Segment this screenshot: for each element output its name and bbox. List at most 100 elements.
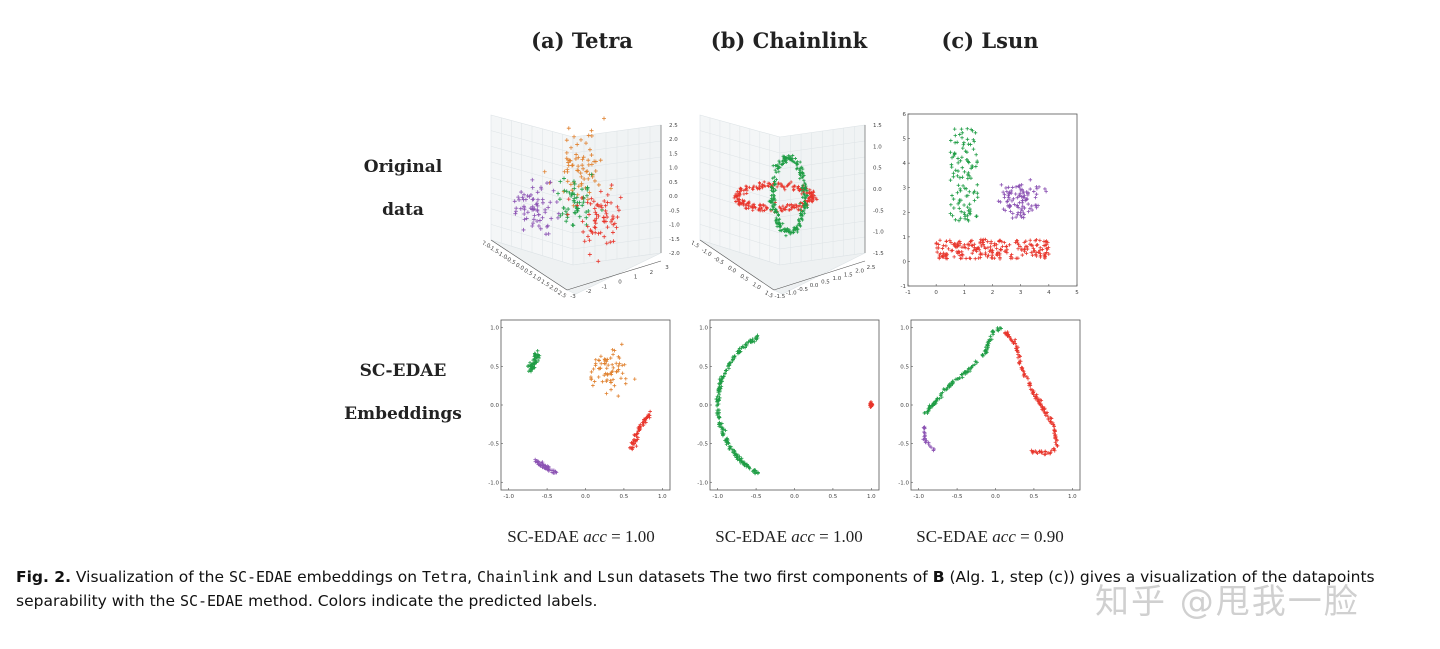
data-point <box>1019 194 1024 199</box>
data-point <box>953 244 957 248</box>
caption-text: Visualization of the <box>70 568 229 586</box>
data-point <box>750 187 755 191</box>
data-point <box>736 193 740 197</box>
data-point <box>803 181 807 185</box>
data-point <box>960 175 965 180</box>
data-point <box>614 225 619 230</box>
data-point <box>723 371 727 375</box>
data-point <box>805 205 809 210</box>
data-point <box>739 201 743 205</box>
z-tick-label: 1.0 <box>873 144 882 150</box>
data-point <box>598 189 603 194</box>
data-point <box>734 192 738 196</box>
x-tick-label: 1.5 <box>763 290 774 300</box>
data-point <box>985 255 990 259</box>
data-point <box>772 182 776 187</box>
data-point <box>988 245 993 249</box>
data-point <box>1015 195 1020 200</box>
data-point <box>1038 248 1042 253</box>
data-point <box>956 169 960 173</box>
data-point <box>999 248 1003 252</box>
data-point <box>632 432 637 437</box>
data-point <box>1046 252 1051 256</box>
data-point <box>962 203 966 207</box>
data-point <box>723 428 728 433</box>
data-point <box>1034 254 1039 258</box>
y-tick-label: 1.0 <box>490 326 499 332</box>
data-point <box>966 246 971 251</box>
data-point <box>622 362 627 367</box>
data-point <box>1038 255 1043 259</box>
data-point <box>955 190 960 195</box>
x-tick-label: -1.0 <box>496 250 509 261</box>
data-point <box>773 168 777 172</box>
data-point <box>584 215 589 220</box>
data-point <box>771 190 775 194</box>
data-point <box>1010 211 1015 216</box>
grid-line <box>572 220 662 234</box>
y-tick-label: 4 <box>903 161 907 167</box>
data-point <box>1029 243 1034 247</box>
data-point <box>799 213 803 217</box>
data-point <box>516 195 521 200</box>
data-point <box>982 245 987 249</box>
data-point <box>570 190 575 195</box>
data-point <box>992 243 997 248</box>
data-point <box>602 116 607 121</box>
data-point <box>978 255 983 260</box>
data-point <box>1024 251 1029 256</box>
data-point <box>572 196 577 201</box>
x-tick-label: 0 <box>934 290 938 296</box>
data-point <box>737 346 742 351</box>
data-point <box>1020 198 1025 203</box>
data-point <box>938 251 943 256</box>
data-point <box>533 352 537 356</box>
data-point <box>1007 197 1011 201</box>
acc-symbol: acc <box>791 527 815 546</box>
data-point <box>755 334 760 339</box>
data-point <box>981 352 985 357</box>
data-point <box>724 442 729 447</box>
data-point <box>734 199 738 203</box>
data-point <box>1043 413 1048 418</box>
x-tick-label: 4 <box>1047 290 1051 296</box>
data-point <box>548 180 553 185</box>
data-point <box>1007 243 1012 247</box>
data-point <box>1043 239 1048 244</box>
data-point <box>620 363 625 368</box>
data-point <box>586 162 591 167</box>
data-point <box>804 204 808 208</box>
data-point <box>956 202 960 206</box>
data-point <box>798 160 802 164</box>
data-point <box>735 197 740 201</box>
data-point <box>974 152 978 157</box>
data-point <box>1014 215 1018 219</box>
data-point <box>1031 392 1036 397</box>
data-point <box>964 186 969 191</box>
data-point <box>960 130 965 135</box>
grid-line <box>572 204 662 218</box>
data-point <box>566 197 571 202</box>
data-point <box>965 213 970 218</box>
data-point <box>538 463 542 468</box>
data-point <box>1022 193 1027 198</box>
data-point <box>1043 411 1047 415</box>
z-tick-label: -0.5 <box>669 208 680 214</box>
data-point <box>769 183 773 187</box>
data-point <box>949 165 954 169</box>
data-point <box>990 251 995 255</box>
data-point <box>593 357 598 362</box>
data-point <box>612 221 617 226</box>
data-point <box>1005 247 1009 252</box>
data-point <box>958 253 962 258</box>
data-point <box>777 223 782 227</box>
data-point <box>922 434 927 439</box>
data-point <box>1030 451 1035 455</box>
data-point <box>790 205 794 209</box>
data-point <box>932 400 937 405</box>
data-point <box>926 409 931 413</box>
data-point <box>611 239 616 244</box>
data-point <box>575 203 580 208</box>
data-point <box>531 217 536 222</box>
data-point <box>970 243 975 248</box>
